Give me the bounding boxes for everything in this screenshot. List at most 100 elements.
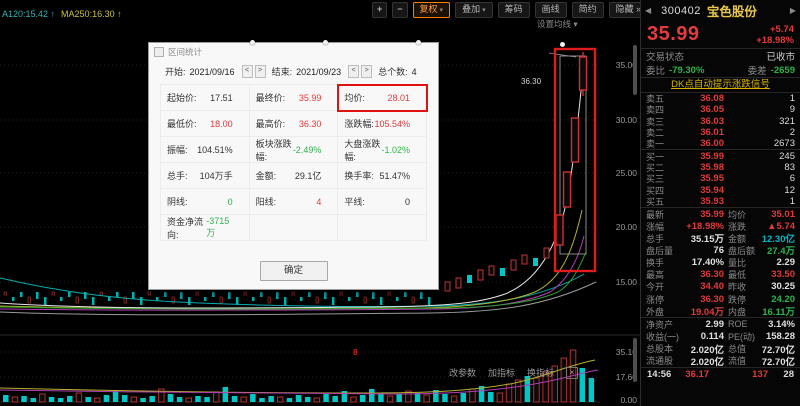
last-price: 35.99 xyxy=(647,23,700,45)
stock-name: 宝色股份 xyxy=(706,5,757,19)
weicha-value: -2659 xyxy=(770,64,795,76)
level-volume: 1 xyxy=(789,93,795,105)
detail-label: 盘后量 xyxy=(646,245,674,256)
stats-cell-value: -1.02% xyxy=(381,144,411,155)
weibi-value: -79.30% xyxy=(669,64,705,76)
selection-handle[interactable] xyxy=(323,40,328,45)
close-indicator-icon[interactable]: × xyxy=(566,366,579,379)
selection-handle[interactable] xyxy=(250,40,255,45)
dialog-titlebar[interactable]: 区间统计 xyxy=(149,43,438,61)
prev-stock-arrow[interactable]: ◀ xyxy=(645,6,652,15)
bid-row[interactable]: 买二 35.98 83 xyxy=(641,162,800,173)
indicator-tool-换指标[interactable]: 换指标 xyxy=(527,368,555,378)
toolbar-button-复权[interactable]: 复权 ▾ xyxy=(412,2,451,18)
kline-chart[interactable]: 35.00 30.00 25.00 20.00 15.00 35.10 17.60 0.00… xyxy=(0,30,640,406)
bid-row[interactable]: 买五 35.93 1 xyxy=(641,196,800,207)
volume-bar xyxy=(268,396,274,402)
level-volume: 12 xyxy=(784,184,795,196)
detail-row: 外盘 19.04万 内盘 16.11万 xyxy=(641,305,800,319)
range-prev-button[interactable]: < xyxy=(348,65,360,78)
micro-candle xyxy=(428,297,431,305)
volume-bar xyxy=(378,393,384,402)
micro-candle xyxy=(171,296,175,304)
detail-value: 3.14% xyxy=(768,318,795,330)
detail-value: 12.30亿 xyxy=(761,234,795,246)
micro-candle xyxy=(372,292,375,299)
range-next-button[interactable]: > xyxy=(361,65,373,78)
ask-row[interactable]: 卖三 36.03 321 xyxy=(641,116,800,127)
micro-candle xyxy=(356,292,359,297)
volume-scrollbar-handle[interactable] xyxy=(633,338,637,382)
next-stock-arrow[interactable]: ▶ xyxy=(789,6,796,15)
volume-bar xyxy=(103,395,110,402)
stats-cell-label: 均价: xyxy=(344,93,365,103)
detail-row: 流通股 2.020亿 流值 72.70亿 xyxy=(641,355,800,368)
volume-bar xyxy=(149,396,155,402)
selection-handle[interactable] xyxy=(560,42,565,47)
toolbar-button-简约[interactable]: 简约 xyxy=(571,2,604,18)
micro-candle xyxy=(92,297,95,305)
volume-bar xyxy=(560,357,568,403)
trade-status-label: 交易状态 xyxy=(646,52,685,63)
volume-bar xyxy=(167,394,174,402)
selection-handle[interactable] xyxy=(416,40,421,45)
price-axis-tick: 20.00 xyxy=(615,222,637,232)
ask-row[interactable]: 卖二 36.01 2 xyxy=(641,127,800,138)
range-prev-button[interactable]: < xyxy=(241,65,253,78)
bid-row[interactable]: 买一 35.99 245 xyxy=(641,150,800,162)
detail-value: 2.99 xyxy=(705,318,725,330)
tick-list[interactable]: 14:56 36.17 137 28 xyxy=(641,368,800,382)
micro-candle xyxy=(116,292,119,297)
volume-bar xyxy=(122,395,128,402)
range-field-value: 4 xyxy=(411,67,417,77)
stats-cell: 资金净流向: -3715万 xyxy=(161,215,250,241)
ask-row[interactable]: 卖四 36.05 9 xyxy=(641,104,800,115)
stats-cell-label: 起始价: xyxy=(167,93,197,103)
level-price: 36.08 xyxy=(700,93,724,105)
level-price: 35.98 xyxy=(700,161,724,173)
ma-settings-link[interactable]: 设置均线 ▾ xyxy=(537,19,578,29)
toolbar-button-隐藏[interactable]: 隐藏 » xyxy=(608,2,649,18)
stats-cell: 阳线: 4 xyxy=(249,189,339,215)
micro-candle xyxy=(404,292,407,297)
stats-cell-label: 最终价: xyxy=(255,93,286,103)
volume-bar xyxy=(30,398,36,402)
bid-row[interactable]: 买四 35.94 12 xyxy=(641,184,800,196)
level-label: 卖五 xyxy=(646,94,665,105)
micro-candle xyxy=(99,291,103,296)
dk-signal-link[interactable]: DK点自动提示涨跌信号 xyxy=(641,77,800,93)
detail-row: 总手 35.15万 金额 12.30亿 xyxy=(641,232,800,246)
bid-row[interactable]: 买三 35.95 6 xyxy=(641,173,800,184)
indicator-tool-加指标[interactable]: 加指标 xyxy=(488,368,516,378)
indicator-tool-改参数[interactable]: 改参数 xyxy=(449,368,477,378)
detail-label: 流通股 xyxy=(646,356,674,367)
detail-value: 2.29 xyxy=(776,257,796,269)
detail-label: 跌停 xyxy=(728,294,747,305)
micro-candle xyxy=(140,297,143,305)
toolbar-button-+[interactable]: + xyxy=(372,2,388,18)
detail-value: 2.020亿 xyxy=(690,356,724,368)
volume-axis-tick: 0.00 xyxy=(620,395,637,405)
stock-code: 300402 xyxy=(661,4,701,17)
confirm-button[interactable]: 确定 xyxy=(259,261,328,281)
volume-bar xyxy=(341,391,348,402)
micro-candle xyxy=(284,297,287,305)
stats-cell-value: 29.1亿 xyxy=(294,171,322,181)
volume-bar xyxy=(11,396,19,403)
micro-candle xyxy=(308,292,311,297)
toolbar-button-−[interactable]: − xyxy=(392,2,408,18)
toolbar-button-叠加[interactable]: 叠加 ▾ xyxy=(455,2,493,18)
micro-candle xyxy=(291,291,295,296)
ask-row[interactable]: 卖一 36.00 2673 xyxy=(641,138,800,149)
level-price: 35.99 xyxy=(700,150,724,162)
volume-bar xyxy=(496,392,504,403)
detail-row: 盘后量 76 盘后额 27.4万 xyxy=(641,244,800,258)
chart-scrollbar-handle[interactable] xyxy=(633,45,637,95)
ask-row[interactable]: 卖五 36.08 1 xyxy=(641,93,800,104)
toolbar-button-筹码[interactable]: 筹码 xyxy=(497,2,530,18)
range-next-button[interactable]: > xyxy=(254,65,266,78)
change-percent: +18.98% xyxy=(756,34,794,46)
toolbar-button-画线[interactable]: 画线 xyxy=(534,2,567,18)
volume-bar xyxy=(514,379,522,403)
